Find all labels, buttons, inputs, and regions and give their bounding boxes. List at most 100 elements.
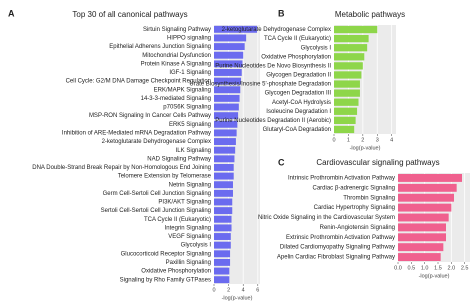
- y-tick-label: Netrin Signaling: [169, 182, 211, 188]
- bar: [334, 125, 355, 134]
- y-tick-label: 14-3-3-mediated Signaling: [141, 96, 211, 102]
- y-tick-label: Integrin Signaling: [165, 225, 211, 231]
- bar: [334, 34, 369, 43]
- bar: [214, 77, 242, 85]
- y-tick-label: Extrinsic Prothrombin Activation Pathway: [286, 235, 395, 241]
- y-tick-label: Glycogen Degradation III: [265, 91, 332, 97]
- x-tick-label: 1: [347, 137, 350, 143]
- y-tick-label: TCA Cycle II (Eukaryotic): [264, 36, 331, 42]
- plot-background: [214, 25, 260, 284]
- y-tick-label: Dilated Cardiomyopathy Signaling Pathway: [280, 245, 395, 251]
- bar: [398, 203, 452, 212]
- chart-title: Metabolic pathways: [335, 10, 405, 19]
- x-tick-label: 2.0: [448, 265, 456, 271]
- bar: [214, 146, 236, 154]
- bar: [214, 241, 231, 249]
- y-tick-label: ERK/MAPK Signaling: [154, 87, 211, 93]
- bar: [214, 51, 244, 59]
- x-tick-label: 4: [390, 137, 393, 143]
- y-tick-label: Protein Kinase A Signaling: [141, 61, 211, 67]
- x-tick-label: 1.5: [434, 265, 442, 271]
- y-tick-label: PI3K/AKT Signaling: [158, 200, 211, 206]
- bar: [214, 94, 240, 102]
- x-axis-label: -log(p-value): [350, 145, 381, 151]
- y-tick-label: Urate Biosynthesis/Inosine 5'-phosphate …: [189, 82, 331, 88]
- panel-label: B: [278, 8, 285, 18]
- y-tick-label: Glucocorticoid Receptor Signaling: [121, 251, 211, 257]
- y-tick-label: Mitochondrial Dysfunction: [142, 53, 211, 59]
- x-tick-label: 1.0: [421, 265, 429, 271]
- bar: [398, 243, 444, 252]
- y-tick-label: Signaling by Rho Family GTPases: [120, 277, 211, 283]
- y-tick-label: 2-ketoglutarate Dehydrogenase Complex: [102, 139, 211, 145]
- bar: [214, 258, 231, 266]
- bar: [214, 112, 239, 120]
- x-axis-label: -log(p-value): [419, 273, 450, 279]
- x-tick-label: 4: [242, 287, 245, 293]
- bar: [214, 276, 230, 284]
- bar: [214, 43, 245, 51]
- bar: [334, 53, 365, 61]
- y-tick-label: Sirtuin Signaling Pathway: [143, 27, 211, 33]
- y-tick-label: Apelin Cardiac Fibroblast Signaling Path…: [277, 255, 395, 261]
- bar: [334, 44, 368, 52]
- x-tick-label: 2.5: [461, 265, 469, 271]
- bar: [398, 213, 449, 222]
- x-tick-label: 0.0: [394, 265, 402, 271]
- y-tick-label: 2-ketoglutarate Dehydrogenase Complex: [222, 27, 331, 33]
- y-tick-label: Intrinsic Prothrombin Activation Pathway: [288, 176, 395, 182]
- bar: [334, 62, 363, 70]
- y-tick-label: HIPPO signaling: [167, 36, 211, 42]
- y-tick-label: DNA Double-Strand Break Repair by Non-Ho…: [32, 165, 211, 171]
- x-tick-label: 0.5: [408, 265, 416, 271]
- y-tick-label: Oxidative Phosphorylation: [141, 269, 211, 275]
- bar: [214, 233, 231, 240]
- bar: [214, 129, 237, 137]
- bar: [214, 25, 258, 33]
- y-tick-label: ILK Signaling: [176, 148, 211, 154]
- x-tick-label: 6: [256, 287, 259, 293]
- y-tick-label: IGF-1 Signaling: [169, 70, 211, 76]
- x-tick-label: 0: [212, 287, 215, 293]
- bar: [214, 189, 233, 197]
- y-tick-label: Paxillin Signaling: [166, 260, 211, 266]
- bar: [214, 120, 238, 128]
- y-tick-label: Sertoli Cell-Sertoli Cell Junction Signa…: [101, 208, 211, 214]
- bar: [334, 107, 358, 115]
- bar: [398, 253, 441, 262]
- y-tick-label: Inhibition of ARE-Mediated mRNA Degradat…: [62, 130, 211, 136]
- y-tick-label: Telomere Extension by Telomerase: [118, 174, 212, 180]
- y-tick-label: VEGF Signaling: [168, 234, 211, 240]
- bar: [214, 138, 236, 146]
- y-tick-label: Nitric Oxide Signaling in the Cardiovasc…: [258, 215, 395, 221]
- y-tick-label: ERK5 Signaling: [169, 122, 211, 128]
- bar: [334, 116, 356, 125]
- y-tick-label: Glycogen Degradation II: [266, 73, 331, 79]
- bar: [334, 71, 362, 79]
- x-tick-label: 3: [376, 137, 379, 143]
- panel-label: C: [278, 157, 285, 167]
- x-tick-label: 2: [227, 287, 230, 293]
- y-tick-label: Glycolysis I: [181, 243, 212, 249]
- plot-background: [334, 25, 396, 134]
- bar: [214, 103, 239, 111]
- bar: [214, 86, 241, 94]
- bar: [398, 183, 457, 192]
- y-tick-label: TCA Cycle II (Eukaryotic): [144, 217, 211, 223]
- bar: [214, 163, 234, 171]
- y-tick-label: Glycolysis I: [301, 45, 332, 51]
- bar: [334, 98, 359, 106]
- y-tick-label: Acetyl-CoA Hydrolysis: [272, 100, 331, 106]
- bar: [214, 207, 233, 215]
- y-tick-label: Cardiac β-adrenergic Signaling: [313, 185, 396, 191]
- bar: [214, 215, 232, 223]
- bar: [334, 25, 378, 34]
- bar: [214, 198, 233, 206]
- bar: [214, 224, 232, 232]
- bar: [214, 267, 230, 275]
- bar: [398, 223, 446, 232]
- y-tick-label: Renin-Angiotensin Signaling: [320, 225, 395, 231]
- bar: [334, 80, 360, 88]
